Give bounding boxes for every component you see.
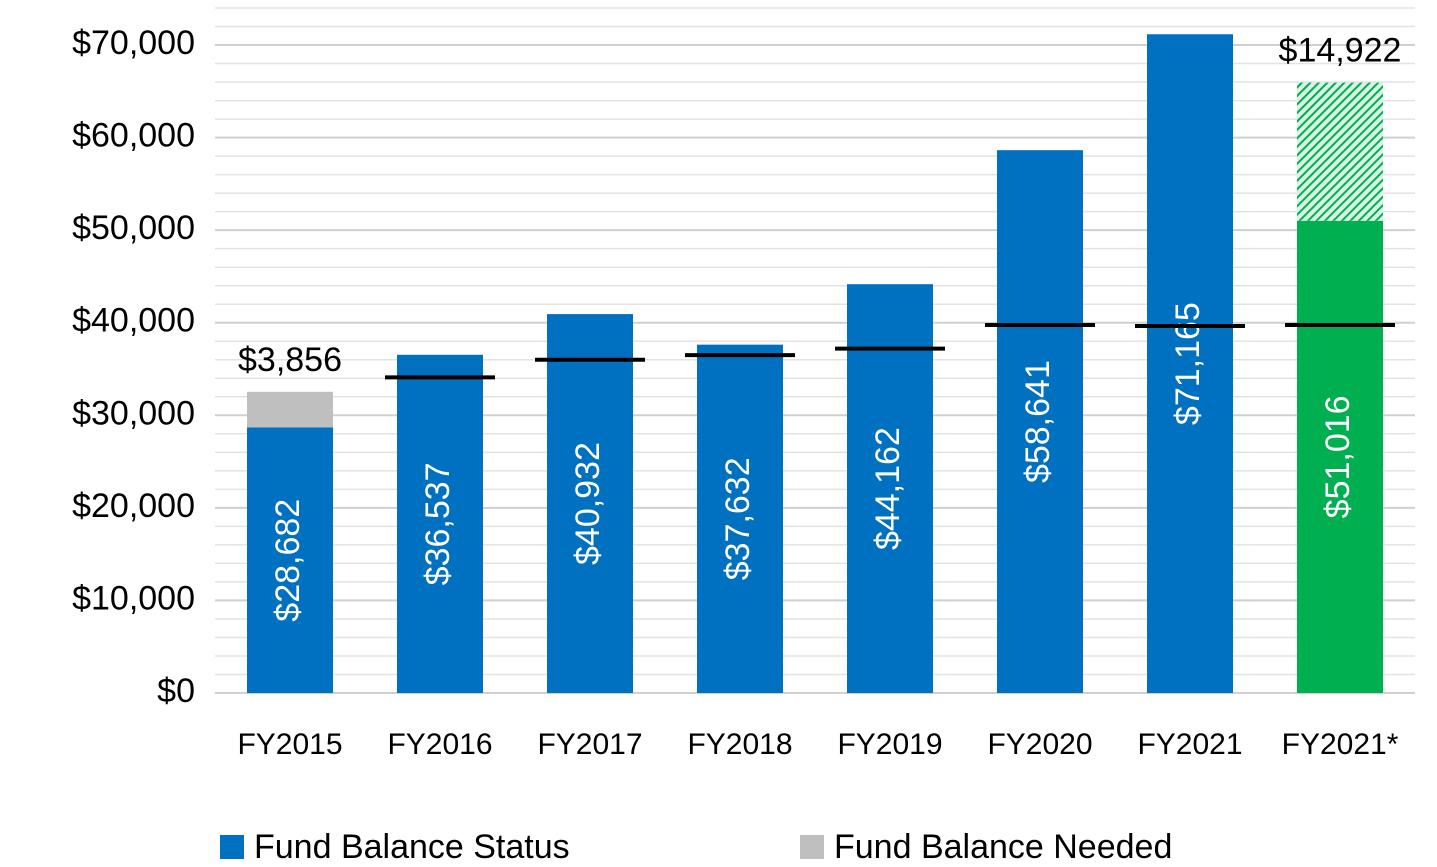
y-tick-label: $30,000 <box>72 394 195 432</box>
legend-label: Fund Balance Status <box>254 828 570 866</box>
bar-segment <box>247 427 333 693</box>
x-tick-label: FY2020 <box>987 728 1092 761</box>
value-label: $44,162 <box>869 427 907 550</box>
bar-segment <box>1297 82 1383 221</box>
legend-swatch <box>220 835 244 859</box>
value-label: $28,682 <box>269 499 307 622</box>
value-label: $3,856 <box>238 341 342 379</box>
value-label: $36,537 <box>419 462 457 585</box>
bar-segment <box>1297 220 1383 693</box>
value-label: $71,165 <box>1169 302 1207 425</box>
bar-segment <box>247 391 333 428</box>
bar-segment <box>697 344 783 693</box>
value-label: $40,932 <box>569 442 607 565</box>
y-tick-label: $60,000 <box>72 117 195 155</box>
x-tick-label: FY2016 <box>387 728 492 761</box>
y-tick-label: $0 <box>157 672 195 710</box>
y-tick-label: $50,000 <box>72 209 195 247</box>
value-label: $58,641 <box>1019 360 1057 483</box>
legend-label: Fund Balance Needed <box>834 828 1172 866</box>
bar-segment <box>997 150 1083 693</box>
value-label: $37,632 <box>719 457 757 580</box>
legend-swatch <box>800 835 824 859</box>
value-label: $14,922 <box>1279 32 1402 70</box>
y-tick-label: $10,000 <box>72 579 195 617</box>
x-tick-label: FY2021 <box>1137 728 1242 761</box>
bar-segment <box>397 354 483 693</box>
y-tick-label: $20,000 <box>72 487 195 525</box>
y-tick-label: $70,000 <box>72 24 195 62</box>
x-tick-label: FY2021* <box>1282 728 1399 761</box>
value-label: $51,016 <box>1319 395 1357 518</box>
bar-segment <box>1147 34 1233 693</box>
x-tick-label: FY2015 <box>237 728 342 761</box>
y-tick-label: $40,000 <box>72 302 195 340</box>
bar-segment <box>847 284 933 693</box>
x-tick-label: FY2017 <box>537 728 642 761</box>
x-tick-label: FY2018 <box>687 728 792 761</box>
x-tick-label: FY2019 <box>837 728 942 761</box>
bar-segment <box>547 314 633 693</box>
